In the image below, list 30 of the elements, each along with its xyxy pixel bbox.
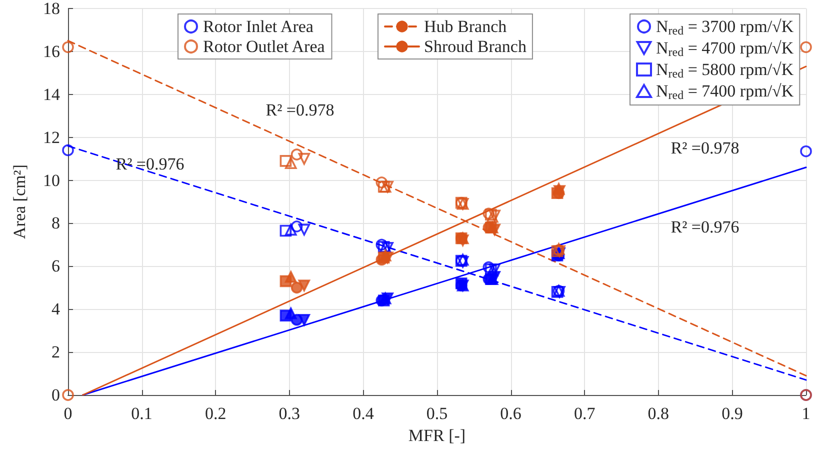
y-tick-label: 14 (43, 84, 60, 104)
y-tick-label: 0 (52, 386, 60, 404)
y-tick-label: 2 (52, 342, 60, 362)
y-tick-label: 8 (52, 214, 60, 233)
x-tick-label: 0.6 (500, 404, 522, 423)
y-tick-label: 12 (43, 128, 60, 147)
y-tick-label: 16 (43, 42, 60, 61)
x-tick-label: 0.3 (278, 404, 300, 423)
legend-label: Hub Branch (424, 17, 508, 36)
legend-label: Shroud Branch (424, 37, 527, 56)
x-tick-label: 0.2 (204, 404, 226, 423)
y-tick-label: 6 (52, 256, 60, 276)
legend-label: Rotor Outlet Area (203, 37, 326, 56)
x-axis-title: MFR [-] (408, 426, 466, 445)
y-tick-label: 10 (43, 170, 60, 190)
annotation: R² =0.978 (266, 100, 334, 120)
x-tick-label: 0.8 (648, 404, 670, 423)
y-tick-label: 4 (52, 300, 60, 319)
x-tick-label: 0.4 (352, 404, 374, 423)
y-axis-title: Area [cm²] (10, 164, 29, 239)
legend-label: Rotor Inlet Area (203, 17, 314, 36)
x-tick-label: 0.5 (426, 404, 448, 423)
x-tick-label: 1 (802, 404, 810, 423)
y-tick-label: 18 (43, 0, 60, 18)
x-tick-label: 0.7 (574, 404, 596, 423)
annotation: R² =0.976 (670, 218, 740, 236)
x-tick-label: 0.9 (722, 404, 743, 423)
annotation: R² =0.978 (670, 138, 740, 158)
x-tick-label: 0.1 (131, 404, 152, 423)
x-tick-label: 0 (64, 404, 72, 423)
